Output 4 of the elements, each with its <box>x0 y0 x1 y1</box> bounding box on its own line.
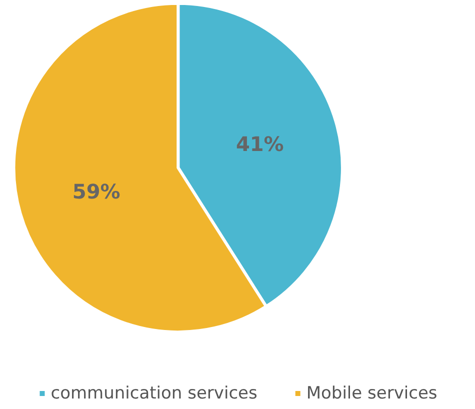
legend-label: Mobile services <box>306 384 438 404</box>
data-label: 59% <box>72 179 120 204</box>
data-label: 41% <box>236 132 284 156</box>
legend-label: communication services <box>50 384 258 404</box>
